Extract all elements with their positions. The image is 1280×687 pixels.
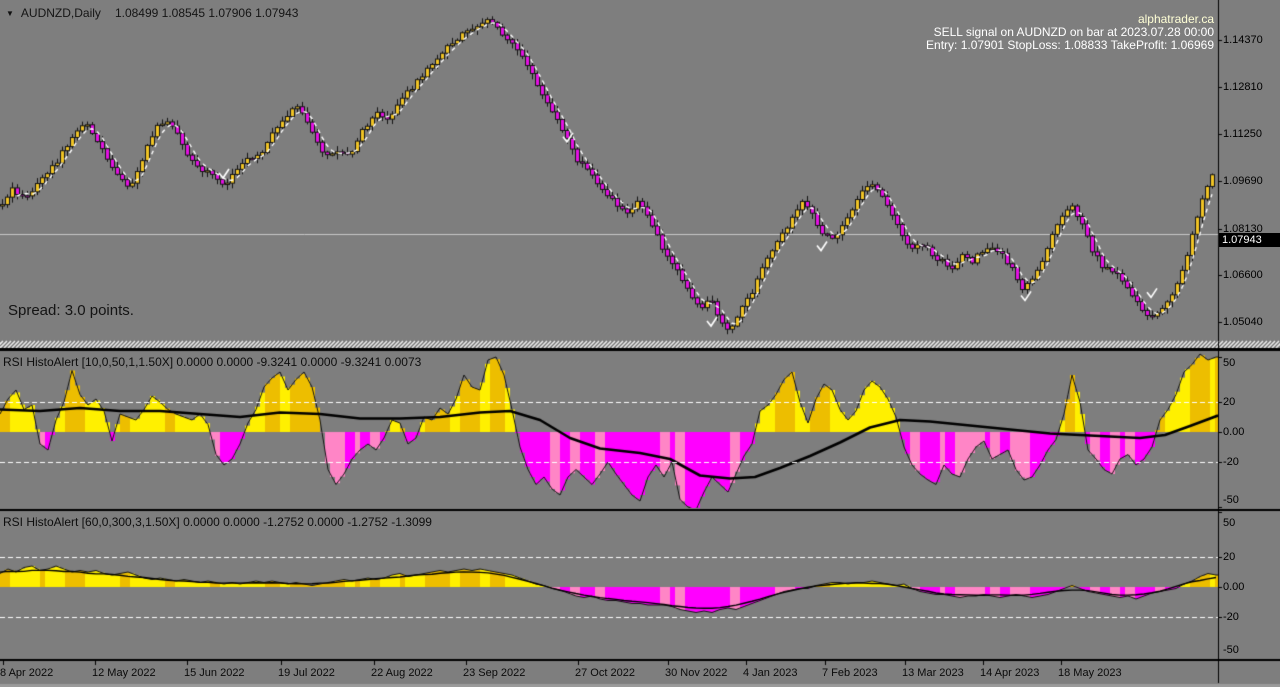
indicator-tick-label: 20: [1223, 551, 1236, 563]
chevron-down-icon[interactable]: ▼: [6, 9, 14, 18]
price-tick-label: 1.14370: [1223, 34, 1263, 46]
price-tick-label: 1.05040: [1223, 316, 1263, 328]
spread-label: Spread: 3.0 points.: [8, 302, 134, 319]
signal-text-line: SELL signal on AUDNZD on bar at 2023.07.…: [933, 25, 1214, 39]
indicator-tick-label: -50: [1223, 644, 1239, 656]
indicator-tick-label: 0.00: [1223, 581, 1245, 593]
date-tick-label: 30 Nov 2022: [665, 667, 728, 679]
current-price-box: 1.07943: [1219, 233, 1280, 247]
date-tick-label: 23 Sep 2022: [463, 667, 526, 679]
signal-annotation: alphatrader.ca SELL signal on AUDNZD on …: [926, 13, 1214, 52]
symbol-label: AUDNZD,Daily: [20, 6, 101, 20]
price-tick-label: 1.08130: [1223, 223, 1263, 235]
indicator-tick-label: 20: [1223, 396, 1236, 408]
date-tick-label: 22 Aug 2022: [371, 667, 433, 679]
indicator-tick-label: -50: [1223, 494, 1239, 506]
indicator-tick-label: 50: [1223, 517, 1236, 529]
indicator-tick-label: 50: [1223, 357, 1236, 369]
ohlc-values: 1.08499 1.08545 1.07906 1.07943: [114, 6, 299, 20]
indicator-tick-label: -20: [1223, 456, 1239, 468]
date-tick-label: 19 Jul 2022: [278, 667, 335, 679]
date-tick-label: 27 Oct 2022: [575, 667, 635, 679]
date-tick-label: 13 Mar 2023: [902, 667, 964, 679]
price-tick-label: 1.06600: [1223, 269, 1263, 281]
indicator1-label: RSI HistoAlert [10,0,50,1,1.50X] 0.0000 …: [3, 355, 422, 369]
date-tick-label: 15 Jun 2022: [184, 667, 245, 679]
date-tick-label: 8 Apr 2022: [0, 667, 54, 679]
indicator-tick-label: 0.00: [1223, 426, 1245, 438]
date-tick-label: 4 Jan 2023: [743, 667, 798, 679]
price-tick-label: 1.09690: [1223, 175, 1263, 187]
indicator-tick-label: -20: [1223, 611, 1239, 623]
indicator2-label: RSI HistoAlert [60,0,300,3,1.50X] 0.0000…: [3, 515, 432, 529]
date-tick-label: 7 Feb 2023: [822, 667, 878, 679]
price-tick-label: 1.11250: [1223, 128, 1262, 140]
date-tick-label: 12 May 2022: [92, 667, 156, 679]
brand-link[interactable]: alphatrader.ca: [1137, 12, 1214, 26]
date-tick-label: 18 May 2023: [1058, 667, 1122, 679]
symbol-header: ▼ AUDNZD,Daily 1.08499 1.08545 1.07906 1.0…: [6, 6, 298, 20]
date-tick-label: 14 Apr 2023: [980, 667, 1040, 679]
price-tick-label: 1.12810: [1223, 81, 1263, 93]
signal-entry-line: Entry: 1.07901 StopLoss: 1.08833 TakePro…: [926, 38, 1214, 52]
